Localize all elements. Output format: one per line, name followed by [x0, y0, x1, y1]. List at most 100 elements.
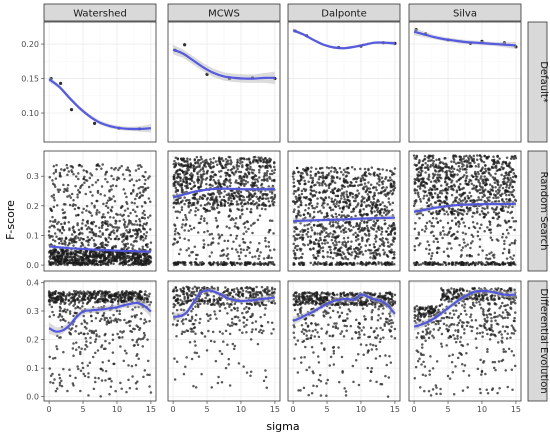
data-point: [419, 200, 423, 203]
data-point: [465, 176, 468, 180]
data-point: [500, 173, 503, 177]
data-point: [53, 258, 56, 261]
data-point: [486, 257, 490, 261]
data-point: [476, 234, 480, 238]
data-point: [475, 207, 479, 210]
data-point: [444, 263, 448, 267]
data-point: [363, 232, 367, 236]
data-point: [123, 226, 127, 229]
data-point: [432, 225, 436, 228]
data-point: [98, 164, 101, 168]
data-point: [196, 181, 200, 184]
data-point: [74, 214, 78, 217]
data-point: [115, 184, 118, 188]
data-point: [345, 202, 348, 205]
data-point: [144, 237, 147, 240]
data-point: [488, 257, 492, 261]
data-point: [421, 213, 425, 217]
data-point: [65, 163, 68, 167]
data-point: [173, 173, 176, 177]
data-point: [89, 222, 93, 225]
data-point: [267, 261, 271, 264]
data-point: [214, 182, 218, 185]
data-point: [348, 199, 351, 203]
data-point: [261, 165, 264, 168]
data-point: [111, 184, 115, 187]
data-point: [115, 226, 119, 229]
data-point: [186, 161, 189, 164]
data-point: [95, 262, 98, 265]
data-point: [331, 235, 334, 239]
data-point: [58, 237, 62, 241]
data-point: [412, 154, 416, 157]
data-point: [136, 256, 139, 260]
data-point: [136, 262, 139, 266]
data-point: [417, 263, 421, 267]
data-point: [109, 231, 113, 234]
data-point: [49, 257, 52, 260]
data-point: [451, 263, 455, 266]
data-point: [465, 261, 468, 265]
data-point: [200, 263, 203, 266]
data-point: [427, 159, 430, 163]
data-point: [434, 163, 438, 166]
data-point: [113, 237, 117, 241]
data-point: [359, 213, 363, 217]
data-point: [199, 185, 203, 188]
data-point: [87, 185, 91, 189]
data-point: [497, 215, 501, 218]
data-point: [454, 155, 458, 158]
data-point: [268, 172, 272, 176]
data-point: [174, 210, 178, 213]
data-point: [199, 173, 203, 177]
data-point: [125, 195, 128, 199]
data-point: [76, 222, 79, 225]
data-point: [218, 192, 221, 196]
data-point: [292, 263, 296, 266]
data-point: [194, 206, 198, 210]
data-point: [501, 160, 505, 164]
data-point: [122, 238, 126, 242]
data-point: [182, 178, 185, 181]
data-point: [214, 173, 218, 177]
data-point: [456, 230, 459, 234]
data-point: [264, 262, 267, 265]
data-point: [486, 196, 489, 200]
data-point: [173, 165, 177, 168]
data-point: [303, 179, 306, 183]
data-point: [503, 189, 507, 193]
data-point: [357, 248, 360, 252]
data-point: [414, 191, 417, 195]
data-point: [138, 178, 141, 182]
data-point: [203, 219, 206, 223]
data-point: [438, 195, 442, 199]
data-point: [386, 254, 389, 258]
data-point: [361, 176, 365, 180]
data-point: [477, 163, 480, 166]
data-point: [459, 155, 462, 158]
data-point: [374, 206, 378, 209]
data-point: [178, 172, 182, 176]
data-point: [139, 254, 142, 258]
data-point: [258, 168, 261, 172]
data-point: [92, 220, 96, 224]
data-point: [215, 219, 218, 222]
data-point: [391, 184, 395, 188]
data-point: [335, 243, 338, 247]
smooth-line: [413, 202, 516, 213]
data-point: [216, 190, 220, 194]
data-point: [242, 157, 245, 160]
data-point: [114, 245, 117, 249]
data-point: [445, 173, 448, 176]
data-point: [258, 254, 261, 258]
data-point: [373, 191, 376, 195]
data-point: [513, 180, 516, 184]
panel-marks: [48, 76, 151, 133]
data-point: [112, 262, 115, 265]
data-point: [134, 197, 137, 201]
data-point: [85, 262, 89, 265]
data-point: [139, 185, 142, 189]
data-point: [106, 180, 109, 184]
data-point: [457, 262, 461, 265]
data-point: [117, 237, 120, 241]
